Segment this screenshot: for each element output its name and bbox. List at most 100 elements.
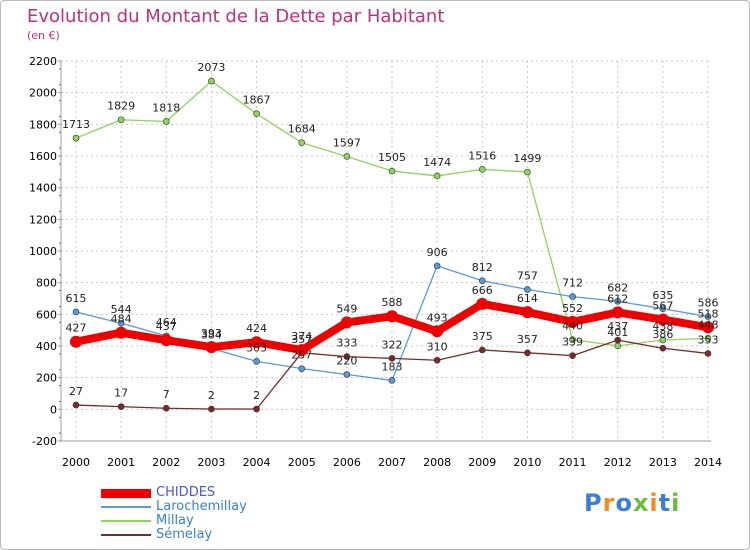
data-label: 401	[607, 326, 628, 339]
data-label: 440	[562, 320, 583, 333]
data-point	[569, 293, 576, 300]
data-label: 1597	[333, 136, 361, 149]
data-label: 339	[562, 336, 583, 349]
y-tick-label: 200	[36, 372, 57, 385]
data-label: 27	[69, 385, 83, 398]
data-point	[388, 355, 396, 362]
x-tick-label: 2004	[243, 456, 271, 469]
x-tick-label: 2013	[649, 456, 677, 469]
data-label: 375	[472, 330, 493, 343]
data-label: 1684	[288, 123, 316, 136]
x-tick-label: 2005	[288, 456, 316, 469]
x-tick-label: 2011	[559, 456, 587, 469]
data-point	[253, 405, 260, 413]
data-point	[614, 298, 622, 305]
data-point	[208, 77, 215, 85]
data-point	[524, 168, 531, 176]
chart-subtitle: (en €)	[27, 29, 60, 42]
data-label: 614	[517, 292, 538, 305]
data-label: 384	[201, 329, 222, 342]
data-label: 635	[652, 289, 673, 302]
data-point	[476, 297, 489, 310]
y-tick-label: 1000	[29, 245, 57, 258]
series-3	[70, 297, 714, 357]
data-label: 393	[201, 327, 222, 340]
data-point	[524, 286, 531, 293]
data-point	[569, 336, 576, 343]
x-tick-label: 2012	[604, 456, 632, 469]
data-point	[208, 405, 215, 413]
y-tick-label: 1600	[29, 150, 57, 163]
data-label: 906	[427, 246, 448, 259]
data-label: 666	[472, 284, 493, 297]
y-tick-label: 0	[50, 403, 57, 416]
data-point	[433, 356, 441, 364]
data-point	[614, 336, 622, 344]
proxiti-logo: Proxiti	[584, 489, 681, 517]
data-point	[614, 342, 622, 350]
legend-swatch	[101, 506, 151, 508]
legend-label: CHIDDES	[156, 485, 216, 500]
data-label: 615	[66, 292, 87, 305]
data-point	[298, 365, 306, 372]
data-label: 484	[111, 313, 132, 326]
legend-label: Larochemillay	[156, 499, 247, 514]
data-label: 2073	[197, 61, 225, 74]
data-point	[340, 316, 353, 329]
data-label: 493	[427, 311, 448, 324]
data-point	[704, 350, 712, 357]
data-point	[478, 166, 486, 173]
data-label: 586	[698, 297, 719, 310]
y-tick-label: 1200	[29, 213, 57, 226]
y-tick-label: 800	[36, 277, 57, 290]
data-label: 322	[382, 338, 403, 351]
data-label: 424	[246, 322, 267, 335]
data-label: 464	[156, 316, 177, 329]
data-point	[386, 310, 398, 323]
data-point	[117, 116, 125, 124]
x-tick-label: 2002	[152, 456, 180, 469]
data-point	[162, 404, 170, 412]
data-point	[70, 335, 82, 348]
data-label: 712	[562, 277, 583, 290]
x-tick-label: 2014	[694, 456, 722, 469]
data-point	[659, 344, 667, 352]
axes: -200 0 200 400 600 800 1000 1200 1400 1600 1800 200…	[29, 55, 722, 469]
data-point	[117, 319, 125, 327]
data-label: 310	[427, 340, 448, 353]
data-label: 2	[208, 389, 215, 402]
data-point	[253, 110, 260, 118]
data-point	[343, 371, 351, 378]
x-tick-label: 2006	[333, 456, 361, 469]
y-tick-label: 600	[36, 308, 57, 321]
data-point	[253, 358, 260, 365]
data-label: 518	[698, 307, 719, 320]
series-0	[72, 77, 712, 350]
series-layer	[70, 77, 714, 413]
y-tick-label: 1800	[29, 118, 57, 131]
legend-swatch	[101, 489, 151, 498]
data-point	[659, 305, 667, 313]
data-point	[704, 335, 712, 342]
y-tick-label: 1400	[29, 182, 57, 195]
data-label: 1867	[243, 94, 271, 107]
y-tick-label: -200	[32, 435, 57, 448]
data-point	[343, 353, 351, 360]
data-label: 303	[246, 341, 267, 354]
data-labels-layer: 1713 1829 1818 2073 1867 1684 1597 1505 1474 1516…	[62, 61, 719, 402]
data-label: 1829	[107, 100, 135, 113]
data-label: 552	[562, 302, 583, 315]
data-point	[72, 401, 80, 409]
legend-swatch	[101, 534, 151, 536]
y-tick-label: 2000	[29, 87, 57, 100]
x-tick-label: 2009	[468, 456, 496, 469]
data-label: 386	[652, 328, 673, 341]
data-point	[295, 344, 308, 357]
data-label: 567	[652, 300, 673, 313]
data-label: 438	[652, 320, 673, 333]
x-tick-label: 2003	[197, 456, 225, 469]
data-label: 183	[382, 360, 403, 373]
legend-swatch	[101, 520, 151, 522]
data-point	[704, 313, 712, 320]
data-point	[656, 313, 669, 326]
